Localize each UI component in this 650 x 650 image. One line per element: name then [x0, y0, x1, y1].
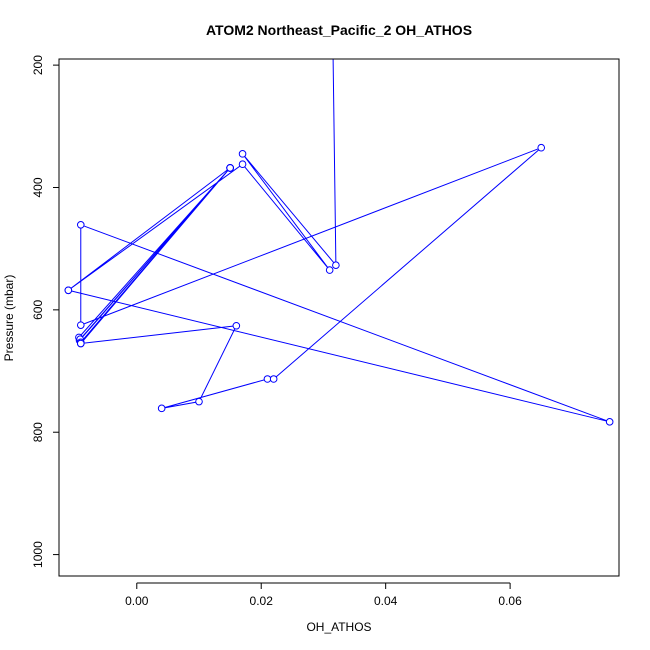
y-tick-label: 1000 — [31, 541, 45, 568]
data-point — [157, 404, 166, 413]
data-point — [269, 375, 278, 383]
x-tick-label: 0.04 — [374, 594, 398, 608]
y-tick-label: 400 — [31, 177, 45, 197]
data-point — [263, 375, 272, 383]
y-tick-label: 800 — [31, 422, 45, 442]
x-axis-label: OH_ATHOS — [306, 620, 371, 634]
y-tick-label: 600 — [31, 300, 45, 320]
data-layer — [64, 59, 614, 426]
data-point — [226, 164, 234, 172]
data-point — [195, 397, 203, 406]
data-point — [76, 339, 85, 348]
x-tick-label: 0.06 — [498, 594, 522, 608]
x-tick-label: 0.02 — [250, 594, 274, 608]
data-point — [332, 261, 340, 269]
y-axis-label: Pressure (mbar) — [2, 275, 16, 362]
x-tick-label: 0.00 — [125, 594, 149, 608]
y-tick-label: 200 — [31, 55, 45, 75]
data-point — [76, 221, 85, 229]
data-point — [64, 286, 73, 295]
data-point — [325, 266, 334, 274]
x-axis: 0.00 0.02 0.04 0.06 — [125, 582, 522, 608]
y-axis: 200 400 600 800 1000 — [31, 55, 60, 568]
data-point — [238, 160, 247, 169]
data-point — [238, 150, 247, 158]
series-line — [68, 59, 610, 423]
data-point — [537, 143, 546, 152]
data-point — [605, 418, 614, 426]
data-point — [232, 321, 241, 330]
chart-title: ATOM2 Northeast_Pacific_2 OH_ATHOS — [206, 22, 472, 38]
data-point — [76, 321, 85, 329]
